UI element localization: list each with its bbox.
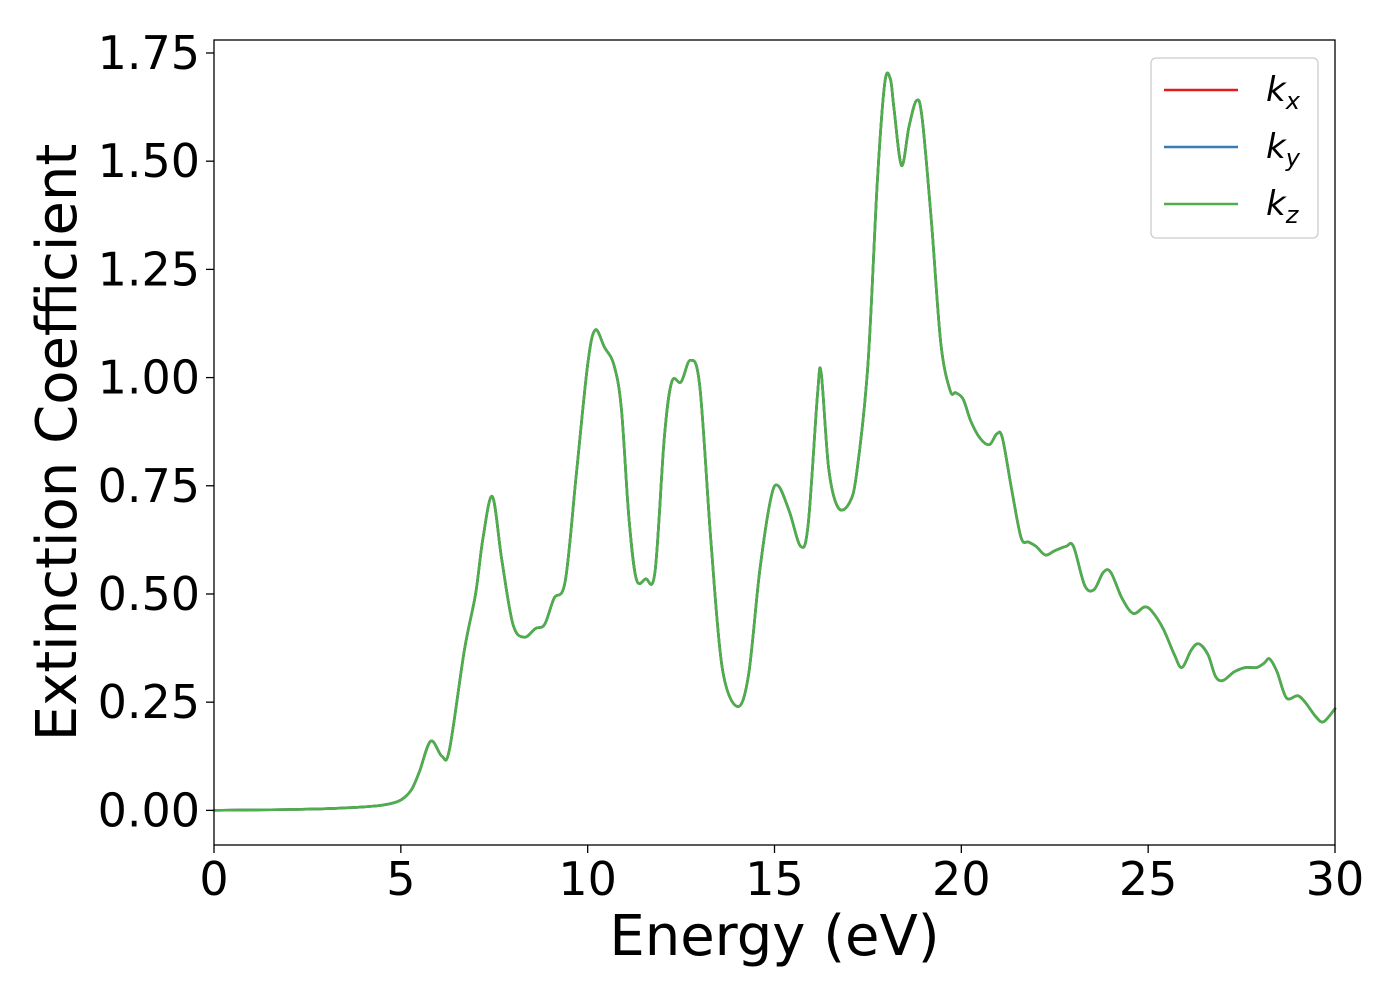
legend: kx ky kz bbox=[1150, 57, 1319, 239]
y-axis: 0.00 0.25 0.50 0.75 1.00 1.25 1.50 1.75 bbox=[98, 26, 214, 837]
legend-items: kx ky kz bbox=[1164, 70, 1301, 229]
x-tick-label: 30 bbox=[1306, 852, 1365, 906]
x-axis: 0 5 10 15 20 25 30 bbox=[199, 845, 1364, 906]
y-tick-label: 1.75 bbox=[98, 26, 200, 80]
legend-label-x: kx bbox=[1266, 70, 1301, 115]
x-tick-label: 15 bbox=[745, 852, 804, 906]
y-tick-label: 1.25 bbox=[98, 242, 200, 296]
legend-label-z: kz bbox=[1266, 184, 1300, 229]
y-tick-label: 0.75 bbox=[98, 459, 200, 513]
x-tick-label: 5 bbox=[386, 852, 415, 906]
x-axis-title: Energy (eV) bbox=[609, 904, 939, 969]
x-tick-label: 20 bbox=[932, 852, 991, 906]
series-line-z bbox=[212, 71, 1337, 812]
y-tick-label: 0.00 bbox=[98, 783, 200, 837]
y-axis-title: Extinction Coefficient bbox=[25, 144, 90, 742]
y-tick-label: 0.25 bbox=[98, 675, 200, 729]
y-tick-label: 0.50 bbox=[98, 567, 200, 621]
x-tick-label: 25 bbox=[1119, 852, 1178, 906]
x-tick-label: 0 bbox=[199, 852, 228, 906]
legend-label-y: ky bbox=[1266, 127, 1301, 172]
y-tick-label: 1.50 bbox=[98, 134, 200, 188]
x-tick-label: 10 bbox=[558, 852, 617, 906]
y-tick-label: 1.00 bbox=[98, 351, 200, 405]
series-layer bbox=[212, 71, 1337, 812]
